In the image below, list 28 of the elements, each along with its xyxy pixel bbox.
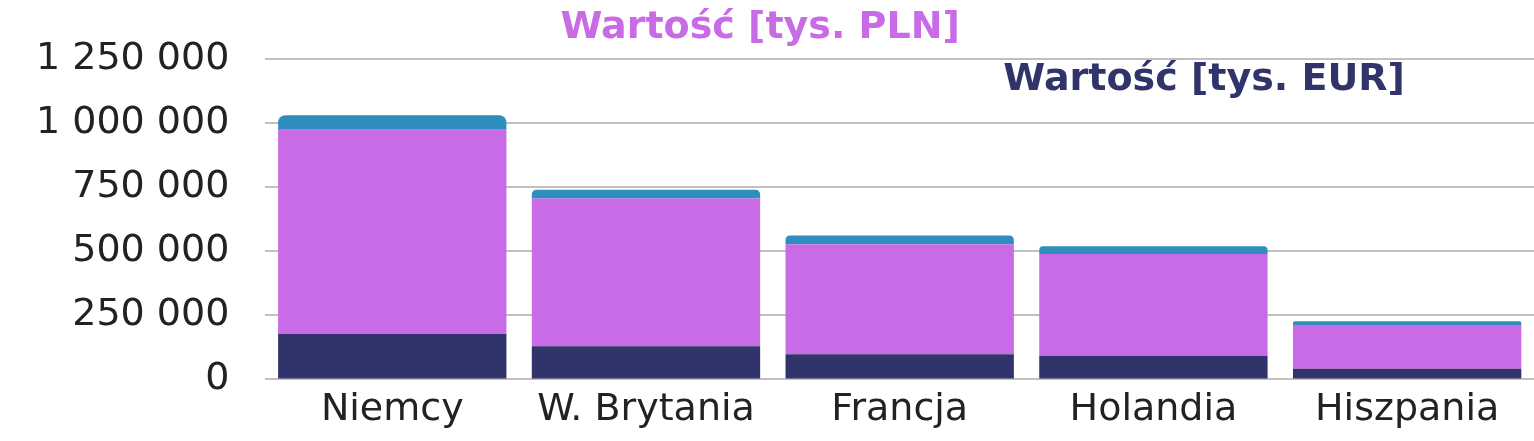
text: Wartość [tys. EUR]	[1003, 54, 1405, 99]
y-tick-label: 1 000 000	[35, 97, 230, 142]
bar	[1292, 368, 1522, 379]
bar	[1039, 246, 1268, 254]
bar	[531, 189, 761, 199]
bar	[278, 115, 507, 130]
y-tick-label: 1 250 000	[35, 33, 230, 78]
bar	[531, 346, 761, 379]
x-tick-label: W. Brytania	[537, 385, 755, 430]
y-tick-label: 0	[205, 354, 230, 399]
bar	[1039, 253, 1268, 357]
bar	[278, 129, 507, 334]
bar	[531, 198, 761, 347]
x-tick-label: Hiszpania	[1315, 385, 1500, 430]
bar	[278, 333, 507, 379]
x-tick-label: Francja	[831, 385, 969, 430]
bar	[785, 235, 1014, 245]
bar	[785, 354, 1014, 379]
x-tick-label: Holandia	[1069, 385, 1238, 430]
y-tick-label: 500 000	[72, 226, 230, 271]
bar	[1292, 321, 1522, 326]
y-tick-label: 750 000	[72, 161, 230, 206]
y-tick-label: 250 000	[72, 290, 230, 335]
bar	[1292, 325, 1522, 369]
text: Wartość [tys. PLN]	[560, 2, 960, 47]
x-tick-label: Niemcy	[320, 385, 464, 430]
bar	[1039, 356, 1268, 379]
bar	[785, 244, 1014, 355]
